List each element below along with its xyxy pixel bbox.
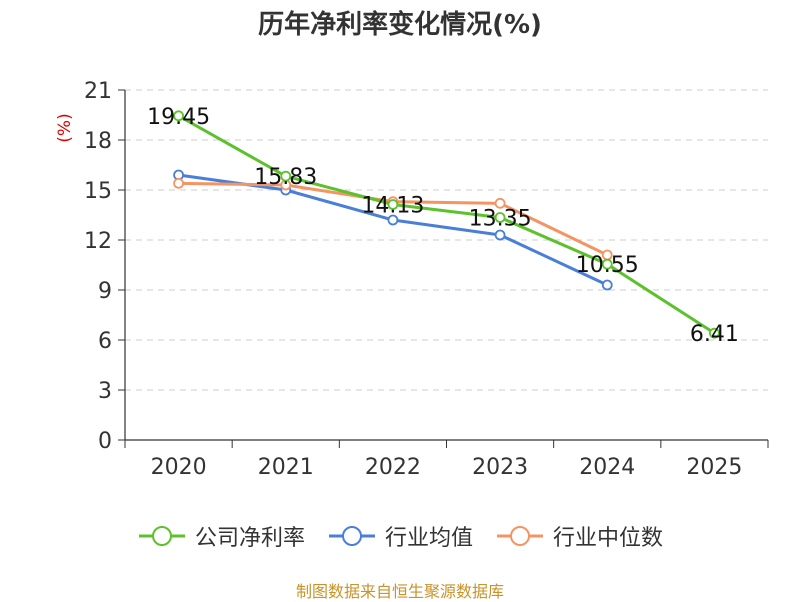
data-label: 19.45 <box>147 105 210 130</box>
y-tick-label: 3 <box>98 379 112 404</box>
legend: 公司净利率 行业均值 行业中位数 <box>0 520 800 552</box>
data-label: 15.83 <box>254 165 317 190</box>
legend-marker-icon <box>497 526 543 546</box>
y-tick-label: 12 <box>84 229 112 254</box>
legend-item[interactable]: 公司净利率 <box>137 520 305 552</box>
data-label: 13.35 <box>469 207 532 232</box>
x-tick-label: 2022 <box>365 455 421 480</box>
x-tick-label: 2023 <box>472 455 528 480</box>
grid-layer <box>125 89 768 391</box>
series-line-0 <box>177 114 716 335</box>
source-note: 制图数据来自恒生聚源数据库 <box>295 582 504 601</box>
y-tick-label: 0 <box>98 429 112 454</box>
y-axis-label: (%) <box>55 113 75 142</box>
data-point <box>494 197 506 209</box>
label-layer: 19.45 15.83 14.13 13.35 10.55 6.41 <box>147 105 739 347</box>
data-point <box>601 279 613 291</box>
series-line-1 <box>178 173 608 287</box>
chart-title: 历年净利率变化情况(%) <box>258 10 542 40</box>
legend-label: 行业均值 <box>384 526 473 551</box>
x-tick-label: 2025 <box>686 455 742 480</box>
data-point <box>601 258 613 270</box>
x-tick-label: 2021 <box>258 455 314 480</box>
y-tick-label: 15 <box>84 179 112 204</box>
series-layer <box>173 110 720 339</box>
data-point <box>709 327 720 339</box>
data-point <box>494 229 506 241</box>
data-label: 6.41 <box>690 322 739 347</box>
axis-layer: 0 3 6 9 12 15 18 21 (%) 2020 2021 2022 2023 2024 2025 <box>55 79 769 480</box>
legend-label: 公司净利率 <box>194 526 305 551</box>
data-point <box>387 214 399 226</box>
data-point <box>494 212 506 223</box>
y-tick-label: 21 <box>84 79 112 104</box>
x-tick-label: 2024 <box>579 455 635 480</box>
data-label: 14.13 <box>361 194 424 219</box>
y-tick-label: 9 <box>98 279 112 304</box>
data-point <box>173 110 184 122</box>
legend-item[interactable]: 行业均值 <box>327 520 473 552</box>
data-label: 10.55 <box>576 253 639 278</box>
legend-label: 行业中位数 <box>553 526 664 551</box>
y-tick-label: 6 <box>98 329 112 354</box>
data-point <box>173 177 184 189</box>
legend-marker-icon <box>138 526 185 546</box>
data-point <box>387 199 399 210</box>
legend-item[interactable]: 行业中位数 <box>495 520 663 552</box>
data-point <box>280 170 292 182</box>
legend-marker-icon <box>328 526 375 546</box>
x-tick-label: 2020 <box>151 455 207 480</box>
y-tick-label: 18 <box>84 129 112 154</box>
